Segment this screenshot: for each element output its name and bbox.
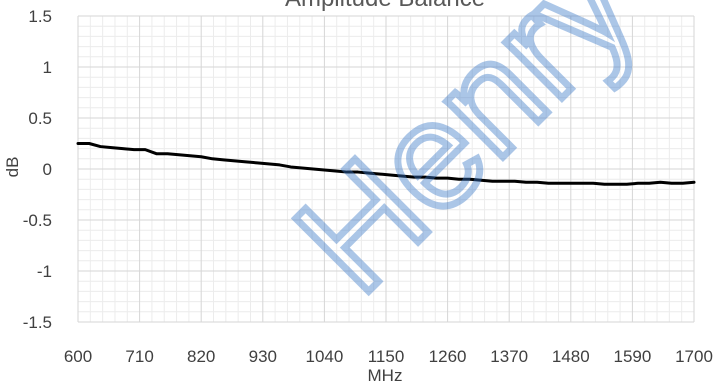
x-tick-label: 600 [64,347,92,366]
y-axis-title: dB [3,157,22,178]
y-tick-labels: 1.5 1 0.5 0 -0.5 -1 -1.5 [23,7,52,332]
chart-title: Amplitude Balance [285,0,485,12]
x-tick-label: 1590 [613,347,651,366]
x-tick-label: 710 [125,347,153,366]
x-tick-label: 820 [187,347,215,366]
major-gridlines [77,15,695,323]
x-tick-label: 930 [249,347,277,366]
x-tick-label: 1480 [552,347,590,366]
x-tick-label: 1150 [368,347,405,366]
x-axis-title: MHz [368,366,403,385]
x-tick-label: 1700 [675,347,713,366]
y-tick-label: -1 [37,262,52,281]
x-tick-label: 1260 [429,347,467,366]
x-tick-labels: 600 710 820 930 1040 1150 1260 1370 1480 1590 1700 [64,347,713,366]
y-tick-label: -0.5 [23,211,52,230]
x-tick-label: 1370 [490,347,528,366]
y-tick-label: 0.5 [28,109,52,128]
y-tick-label: 0 [43,160,52,179]
x-tick-label: 1040 [305,347,343,366]
y-tick-label: 1 [43,58,52,77]
amplitude-balance-line [76,142,696,186]
y-tick-label: -1.5 [23,313,52,332]
y-tick-label: 1.5 [28,7,52,26]
series-layer [76,142,696,186]
